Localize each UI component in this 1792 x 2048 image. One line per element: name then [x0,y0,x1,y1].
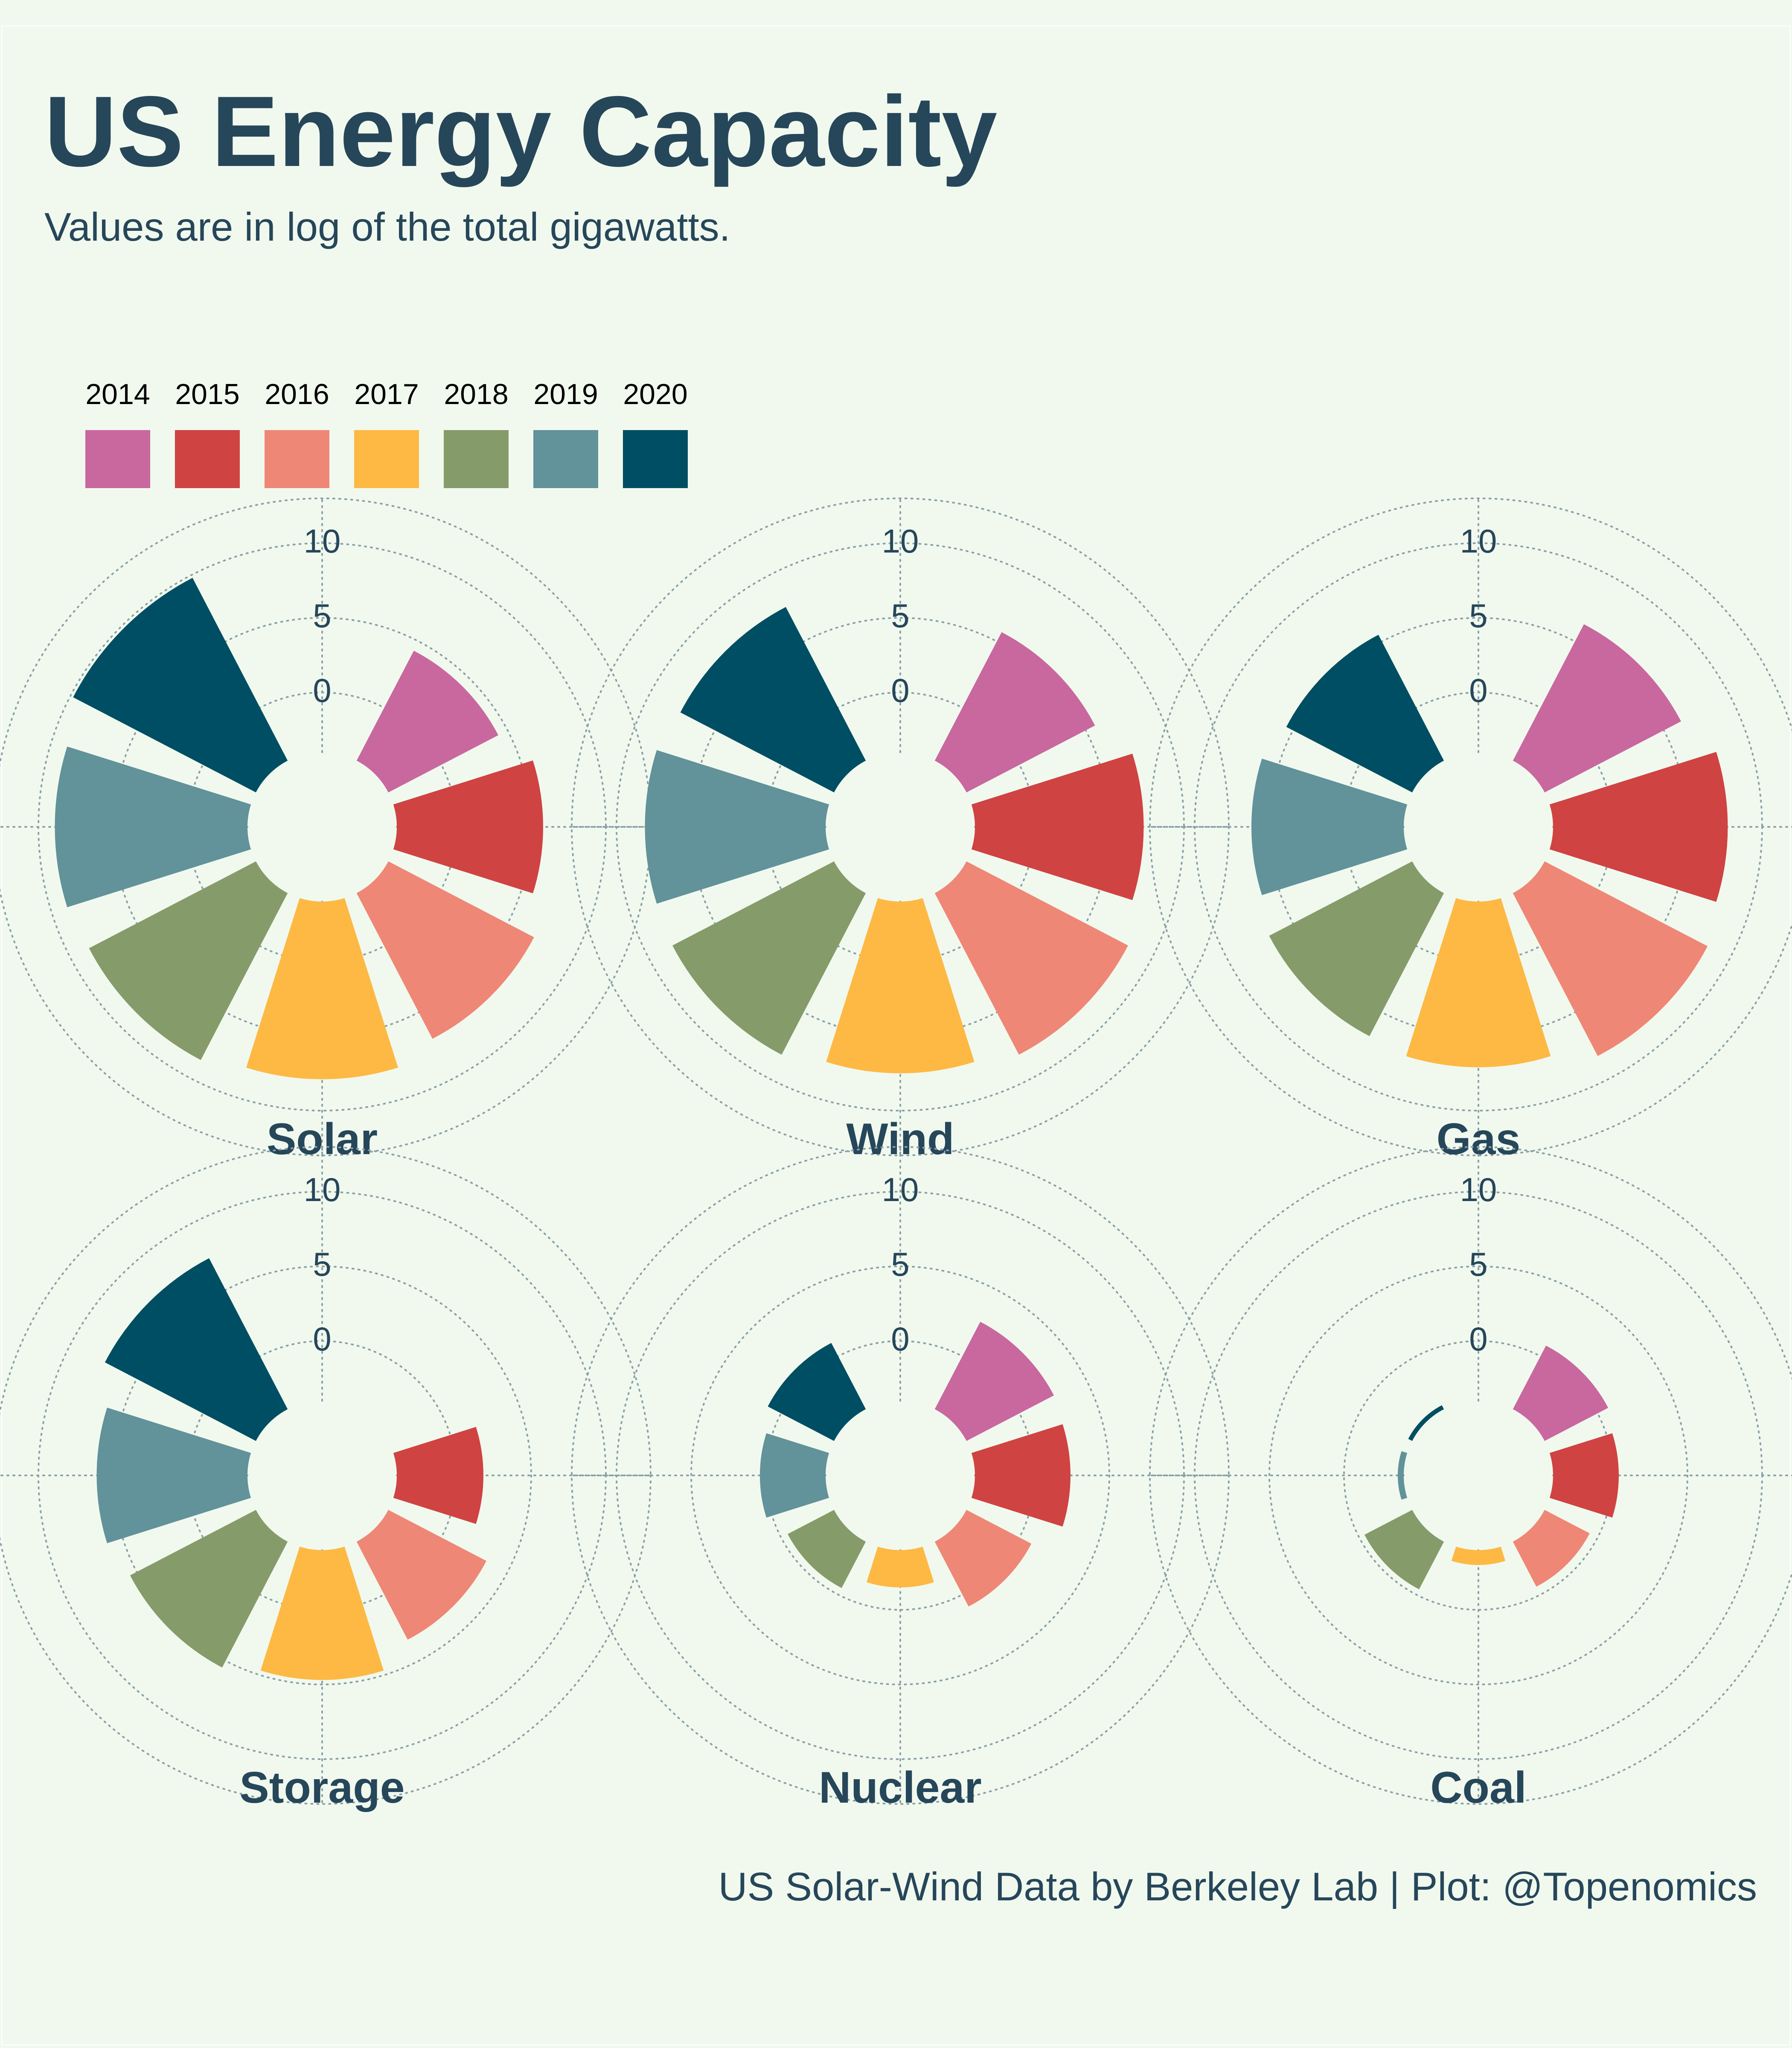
radial-tick-label: 10 [304,522,341,560]
bar-nuclear-2016 [934,1510,1032,1607]
bar-storage-2018 [130,1510,288,1668]
bar-gas-2019 [1251,759,1408,895]
bar-wind-2015 [971,753,1144,900]
bar-wind-2017 [826,898,975,1073]
radial-tick-label: 0 [891,1320,909,1358]
bar-gas-2016 [1513,861,1708,1056]
legend-label: 2018 [444,378,509,410]
legend-label: 2016 [265,378,329,410]
bar-nuclear-2019 [759,1433,829,1518]
legend-label: 2020 [623,378,688,410]
radial-tick-label: 0 [313,672,331,709]
radial-tick-label: 5 [891,597,909,634]
radial-tick-label: 0 [1469,672,1487,709]
bar-coal-2018 [1364,1510,1444,1589]
bar-nuclear-2018 [788,1510,866,1588]
legend-swatch [85,430,150,488]
bar-coal-2020 [1408,1405,1444,1441]
bar-gas-2020 [1286,634,1444,793]
legend-swatch [533,430,598,488]
bar-gas-2015 [1549,752,1728,902]
bar-solar-2017 [246,898,398,1079]
radial-tick-label: 0 [891,672,909,709]
legend-swatch [265,430,329,488]
panel-label: Coal [1430,1763,1526,1812]
bar-gas-2018 [1269,861,1444,1036]
radial-tick-label: 0 [1469,1320,1487,1358]
legend-label: 2017 [354,378,419,410]
grid-circle [1149,1146,1792,1805]
bar-wind-2018 [672,861,866,1055]
bar-wind-2020 [680,607,866,793]
bar-storage-2016 [356,1510,486,1640]
radial-tick-label: 5 [313,597,331,634]
bar-coal-2019 [1397,1451,1408,1500]
polar-panel-coal: 0 5 10 Coal [1149,1146,1792,1812]
bar-solar-2018 [89,861,288,1060]
legend-swatch [444,430,509,488]
page-title: US Energy Capacity [44,75,998,187]
bar-storage-2019 [96,1408,251,1543]
bar-nuclear-2017 [867,1546,934,1588]
radial-tick-label: 10 [304,1171,341,1208]
radial-tick-label: 5 [313,1245,331,1283]
radial-tick-label: 10 [1460,1171,1497,1208]
panel-border [1,26,1791,2045]
radial-tick-label: 0 [313,1320,331,1358]
bar-coal-2016 [1513,1510,1590,1587]
legend-label: 2019 [533,378,598,410]
bar-nuclear-2020 [768,1343,866,1441]
panel-label: Storage [239,1763,404,1812]
bar-wind-2016 [934,861,1128,1055]
radial-tick-label: 10 [882,522,919,560]
bar-solar-2015 [393,760,543,893]
page-subtitle: Values are in log of the total gigawatts… [44,204,730,249]
bar-solar-2020 [73,578,288,793]
bar-wind-2019 [645,750,829,904]
radial-tick-label: 10 [882,1171,919,1208]
panel-label: Nuclear [819,1763,982,1812]
radial-tick-label: 5 [1469,597,1487,634]
legend-label: 2014 [85,378,150,410]
bar-coal-2015 [1549,1433,1619,1518]
bar-coal-2014 [1513,1345,1609,1441]
bar-solar-2019 [55,746,251,908]
bar-storage-2017 [260,1546,384,1680]
legend-label: 2015 [175,378,240,410]
bar-nuclear-2014 [934,1321,1054,1441]
legend-swatch [354,430,419,488]
bar-storage-2020 [105,1258,288,1441]
radial-tick-label: 5 [891,1245,909,1283]
bar-solar-2014 [356,651,498,793]
bar-wind-2014 [934,632,1095,793]
bar-coal-2017 [1451,1546,1506,1565]
bar-gas-2014 [1513,624,1681,793]
legend-swatch [623,430,688,488]
grid-circle [1268,1265,1688,1685]
source-caption: US Solar-Wind Data by Berkeley Lab | Plo… [718,1864,1757,1909]
radial-tick-label: 5 [1469,1245,1487,1283]
grid-circle [1149,497,1792,1156]
bar-gas-2017 [1406,898,1551,1068]
polar-panel-nuclear: 0 5 10 Nuclear [571,1146,1230,1812]
grid-circle [690,1265,1110,1685]
polar-panel-storage: 0 5 10 Storage [0,1146,652,1812]
bar-storage-2015 [393,1427,484,1524]
bar-solar-2016 [356,861,534,1039]
bar-nuclear-2015 [971,1424,1071,1527]
radial-tick-label: 10 [1460,522,1497,560]
legend-swatch [175,430,240,488]
